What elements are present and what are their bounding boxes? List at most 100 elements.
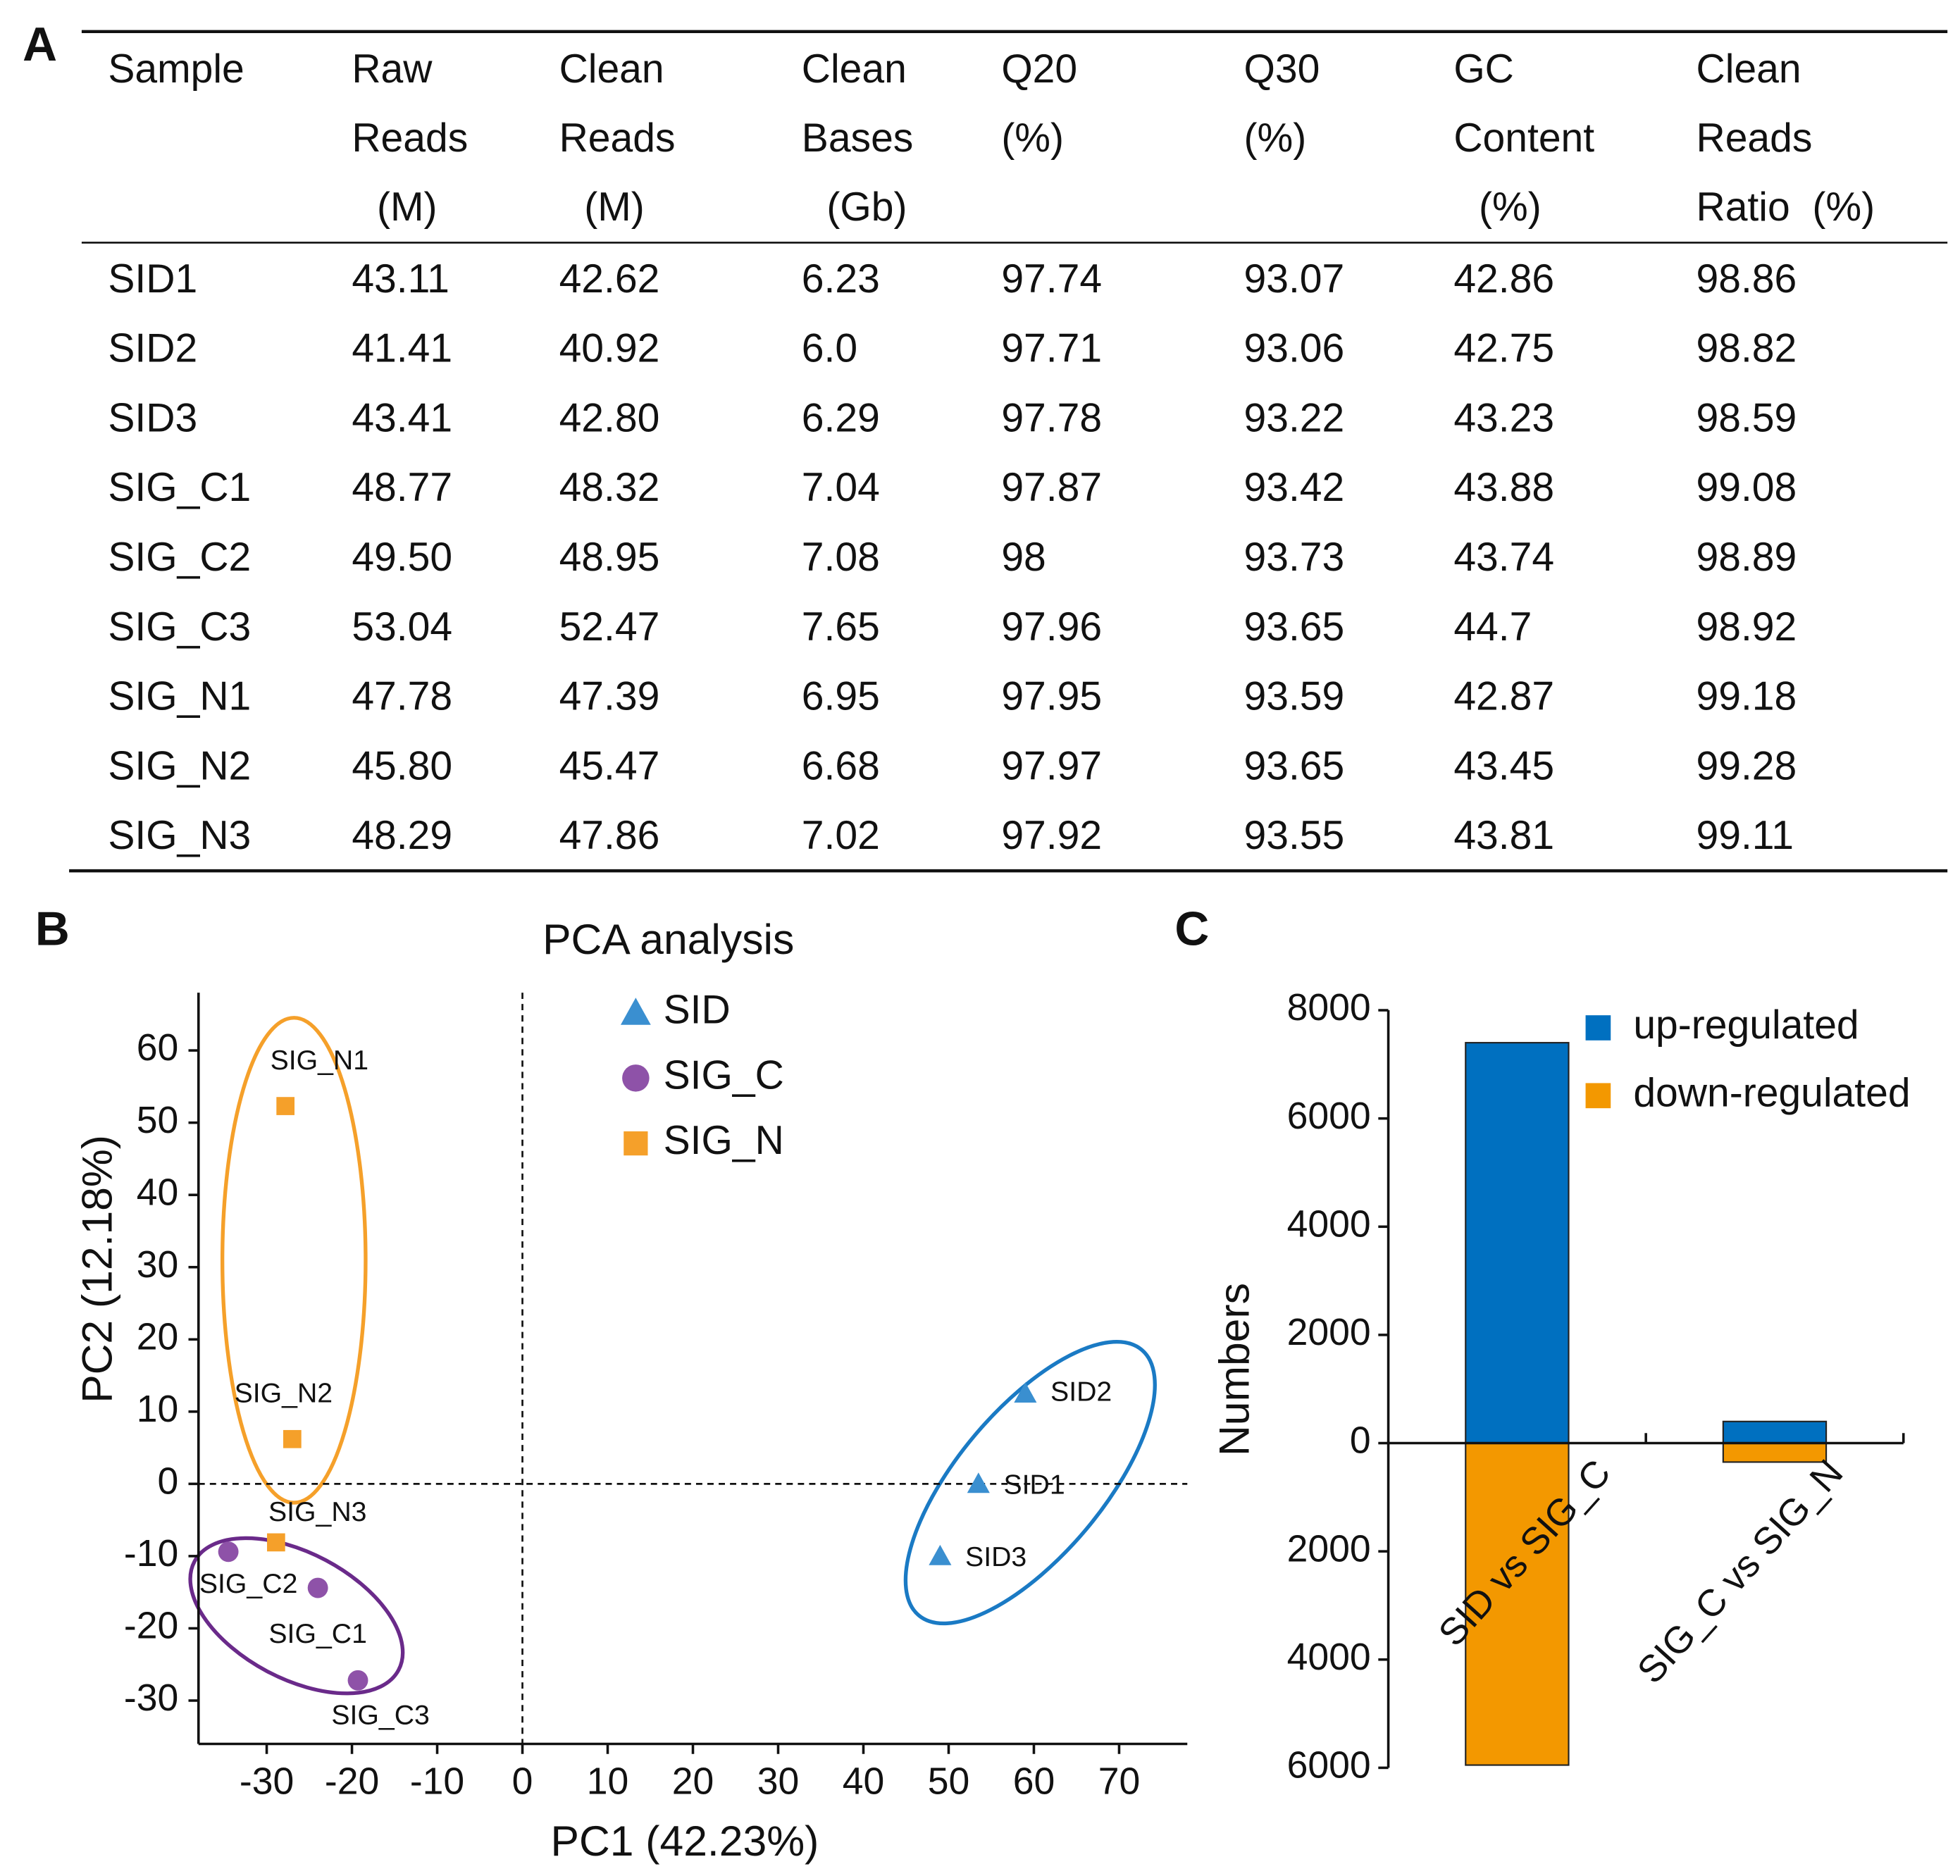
point	[307, 1577, 328, 1598]
table-cell: 43.88	[1453, 465, 1554, 510]
table-cell: 42.87	[1453, 674, 1554, 719]
x-tick-label: 0	[512, 1761, 533, 1803]
table-header: Reads	[559, 116, 676, 161]
x-tick-label: -10	[410, 1761, 464, 1803]
legend-marker	[1585, 1015, 1611, 1041]
x-tick-label: 40	[843, 1761, 885, 1803]
table-cell: 98.92	[1697, 604, 1797, 650]
point-label: SIG_N3	[268, 1496, 367, 1527]
legend-marker	[1585, 1083, 1611, 1109]
point	[347, 1670, 368, 1691]
x-tick-label: -20	[325, 1761, 379, 1803]
y-axis-label: Numbers	[1210, 1283, 1258, 1456]
legend-label: down-regulated	[1633, 1070, 1910, 1115]
table-cell: 48.32	[559, 465, 660, 510]
table-cell: 42.80	[559, 395, 660, 440]
table-cell: 97.71	[1001, 326, 1102, 371]
table-cell: 43.81	[1453, 813, 1554, 858]
table-cell: SIG_N3	[108, 813, 251, 858]
y-tick-label: 4000	[1287, 1203, 1371, 1245]
table-cell: 7.08	[802, 535, 880, 580]
y-tick-label: -30	[124, 1677, 178, 1719]
table-cell: 93.59	[1244, 674, 1345, 719]
table-cell: 41.41	[352, 326, 452, 371]
bar	[1465, 1442, 1570, 1766]
table-cell: 52.47	[559, 604, 660, 650]
table-header: Clean	[802, 46, 907, 92]
group-ellipse	[903, 1339, 1157, 1626]
point-label: SID1	[1003, 1469, 1065, 1500]
y-tick-label: 60	[137, 1027, 179, 1069]
table-cell: 47.78	[352, 674, 452, 719]
table-header: Clean	[1697, 46, 1801, 92]
table-header: Raw	[352, 46, 433, 92]
y-tick-label: 0	[157, 1460, 178, 1502]
table-cell: 42.62	[559, 256, 660, 302]
y-tick-label: 10	[137, 1389, 179, 1430]
x-tick-label: 20	[672, 1761, 714, 1803]
x-tick-label: 10	[587, 1761, 629, 1803]
table-cell: 99.18	[1697, 674, 1797, 719]
chart-title: PCA analysis	[542, 915, 794, 963]
table-header: Q30	[1244, 46, 1320, 92]
table-cell: 6.0	[802, 326, 857, 371]
table-cell: 48.95	[559, 535, 660, 580]
legend-label: up-regulated	[1633, 1002, 1859, 1048]
point-label: SID3	[965, 1541, 1026, 1572]
table-cell: 6.95	[802, 674, 880, 719]
point-label: SIG_C2	[199, 1568, 298, 1599]
table-cell: 7.04	[802, 465, 880, 510]
point-label: SIG_N2	[235, 1378, 333, 1409]
table-cell: SID1	[108, 256, 197, 302]
table-cell: 93.07	[1244, 256, 1345, 302]
point	[929, 1544, 952, 1565]
table-cell: 93.42	[1244, 465, 1345, 510]
table-cell: 98	[1001, 535, 1046, 580]
table-cell: 7.02	[802, 813, 880, 858]
table-cell: 93.65	[1244, 604, 1345, 650]
table-cell: 53.04	[352, 604, 452, 650]
table-cell: 93.65	[1244, 743, 1345, 788]
point-label: SIG_C3	[331, 1699, 430, 1730]
panel-label: B	[35, 902, 70, 955]
table-header: Clean	[559, 46, 664, 92]
table-cell: SIG_C3	[108, 604, 251, 650]
table-cell: 42.75	[1453, 326, 1554, 371]
table-cell: SIG_N1	[108, 674, 251, 719]
legend-marker	[624, 1131, 648, 1156]
table-header: Q20	[1001, 46, 1077, 92]
table-cell: 98.82	[1697, 326, 1797, 371]
x-tick-label: SIG_C vs SIG_N	[1630, 1452, 1851, 1691]
legend-label: SID	[664, 988, 731, 1033]
point	[218, 1541, 239, 1563]
y-tick-label: 6000	[1287, 1095, 1371, 1137]
table-cell: 48.29	[352, 813, 452, 858]
x-tick-label: 30	[757, 1761, 800, 1803]
point-label: SIG_N1	[271, 1045, 369, 1076]
table-cell: 49.50	[352, 535, 452, 580]
x-tick-label: 70	[1098, 1761, 1141, 1803]
y-tick-label: 0	[1350, 1420, 1371, 1462]
point	[283, 1429, 302, 1448]
table-header: Reads	[1697, 116, 1813, 161]
table-cell: 43.74	[1453, 535, 1554, 580]
table-cell: 44.7	[1453, 604, 1532, 650]
x-tick-label: -30	[240, 1761, 294, 1803]
point-label: SID2	[1050, 1377, 1112, 1408]
table-cell: 48.77	[352, 465, 452, 510]
table-header: (M)	[377, 185, 438, 230]
table-header: (%)	[1001, 116, 1064, 161]
group-ellipse	[220, 1016, 368, 1505]
panel-label: C	[1174, 902, 1209, 955]
table-cell: 97.92	[1001, 813, 1102, 858]
table-cell: 97.96	[1001, 604, 1102, 650]
table-header: (%)	[1479, 185, 1542, 230]
bar	[1722, 1420, 1828, 1444]
y-tick-label: -20	[124, 1605, 178, 1647]
y-tick-label: 8000	[1287, 987, 1371, 1029]
y-tick-label: 2000	[1287, 1528, 1371, 1570]
point	[267, 1533, 285, 1552]
point	[967, 1472, 990, 1493]
table-cell: 45.47	[559, 743, 660, 788]
legend-marker	[620, 998, 651, 1025]
